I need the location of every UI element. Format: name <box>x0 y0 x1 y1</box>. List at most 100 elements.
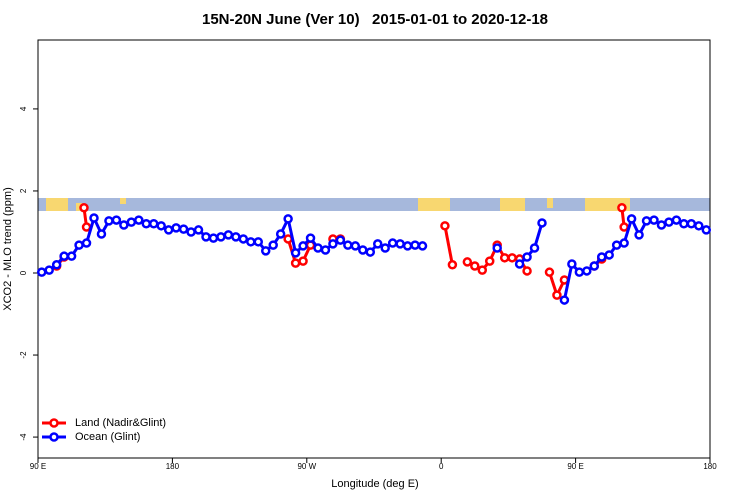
data-point <box>275 229 286 239</box>
data-point <box>253 237 264 247</box>
data-point <box>552 290 562 300</box>
data-point <box>634 230 644 240</box>
data-point <box>298 256 308 266</box>
data-point <box>343 240 353 250</box>
data-point <box>208 233 219 243</box>
data-point <box>410 240 420 250</box>
x-tick-label: 180 <box>703 462 717 471</box>
data-point <box>246 237 256 247</box>
data-point <box>492 243 502 253</box>
x-tick-label: 180 <box>166 462 180 471</box>
data-point <box>402 241 413 251</box>
legend-marker <box>49 432 59 442</box>
data-point <box>686 219 697 229</box>
data-point <box>119 220 129 230</box>
data-point <box>148 219 159 229</box>
data-point <box>507 253 517 263</box>
data-point <box>529 243 540 253</box>
data-point <box>462 257 473 267</box>
data-point <box>320 245 331 255</box>
data-point <box>193 225 204 235</box>
map-strip <box>38 198 710 211</box>
data-point <box>238 234 249 244</box>
data-point <box>59 251 69 261</box>
data-point <box>134 215 144 225</box>
data-point <box>111 215 122 225</box>
y-tick-label: -4 <box>19 433 28 441</box>
data-point <box>447 260 458 270</box>
data-point <box>372 239 383 249</box>
data-point <box>51 260 62 270</box>
data-point <box>694 221 704 231</box>
y-tick-label: 0 <box>19 270 28 275</box>
data-point <box>156 221 166 231</box>
data-point <box>522 252 532 262</box>
data-point <box>260 246 271 256</box>
data-point <box>679 219 689 229</box>
data-point <box>559 295 570 305</box>
data-point <box>163 225 174 235</box>
y-axis-label: XCO2 - MLO trend (ppm) <box>2 187 14 310</box>
data-point <box>514 259 525 269</box>
data-point <box>350 241 361 251</box>
data-point <box>81 238 92 248</box>
series-line <box>562 214 707 301</box>
data-point <box>604 250 614 260</box>
data-point <box>358 245 368 255</box>
data-point <box>96 229 107 239</box>
data-point <box>567 259 577 269</box>
plot-frame <box>37 39 711 459</box>
data-point <box>290 258 301 268</box>
data-point <box>701 225 712 235</box>
data-point <box>126 217 137 227</box>
legend-label: Ocean (Glint) <box>75 431 140 443</box>
data-point <box>417 241 428 251</box>
data-point <box>201 232 211 242</box>
data-point <box>298 241 308 251</box>
data-point <box>36 267 47 277</box>
data-point <box>81 222 92 232</box>
data-point <box>223 230 234 240</box>
data-point <box>231 232 241 242</box>
data-point <box>656 220 667 230</box>
data-point <box>589 261 600 271</box>
series-line <box>443 225 454 266</box>
series-line <box>41 213 423 274</box>
x-axis-label: Longitude (deg E) <box>331 478 418 490</box>
data-point <box>574 267 585 277</box>
data-point <box>484 256 495 266</box>
data-point <box>544 267 555 277</box>
data-point <box>216 232 226 242</box>
data-point <box>537 218 547 228</box>
legend-label: Land (Nadir&Glint) <box>75 417 166 429</box>
data-point <box>171 223 181 233</box>
data-point <box>522 266 532 276</box>
data-point <box>283 214 293 224</box>
data-point <box>619 222 629 232</box>
data-point <box>44 265 54 275</box>
data-point <box>141 219 152 229</box>
data-point <box>582 266 592 276</box>
data-point <box>387 238 398 248</box>
data-point <box>305 233 316 243</box>
data-point <box>178 224 189 234</box>
y-tick-label: 4 <box>19 106 28 111</box>
data-point <box>664 217 674 227</box>
x-tick-label: 0 <box>439 462 444 471</box>
data-point <box>626 214 637 224</box>
chart-title: 15N-20N June (Ver 10) 2015-01-01 to 2020… <box>202 11 548 28</box>
data-point <box>328 239 338 249</box>
x-tick-label: 90 W <box>297 462 316 471</box>
data-point <box>186 227 196 237</box>
data-point <box>596 252 607 262</box>
legend-marker <box>49 418 59 428</box>
y-tick-label: -2 <box>19 351 28 359</box>
data-point <box>619 238 629 248</box>
data-point <box>365 247 376 257</box>
data-point <box>380 243 390 253</box>
data-point <box>617 203 627 213</box>
data-point <box>395 239 405 249</box>
data-point <box>290 248 301 258</box>
